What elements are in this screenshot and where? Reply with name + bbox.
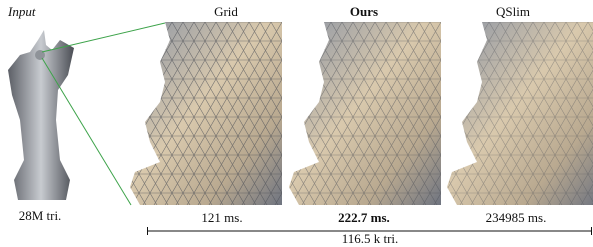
panel-label: Ours (350, 4, 378, 19)
panel-time: 121 ms. (201, 210, 242, 225)
panel-image (289, 22, 441, 205)
input-statue (8, 30, 74, 200)
panel-image (130, 22, 282, 205)
panel-image (447, 22, 593, 205)
panel-time: 222.7 ms. (338, 210, 390, 225)
panel-label: QSlim (496, 4, 530, 19)
input-caption: 28M tri. (19, 208, 62, 223)
zoom-line (42, 23, 165, 52)
panel-time: 234985 ms. (486, 210, 547, 225)
shared-caption: 116.5 k tri. (342, 231, 399, 246)
panel-label: Grid (214, 4, 238, 19)
figure: Input Grid Ours QSlim 28M tri. 121 ms. 2… (0, 0, 593, 247)
input-label: Input (7, 4, 36, 19)
